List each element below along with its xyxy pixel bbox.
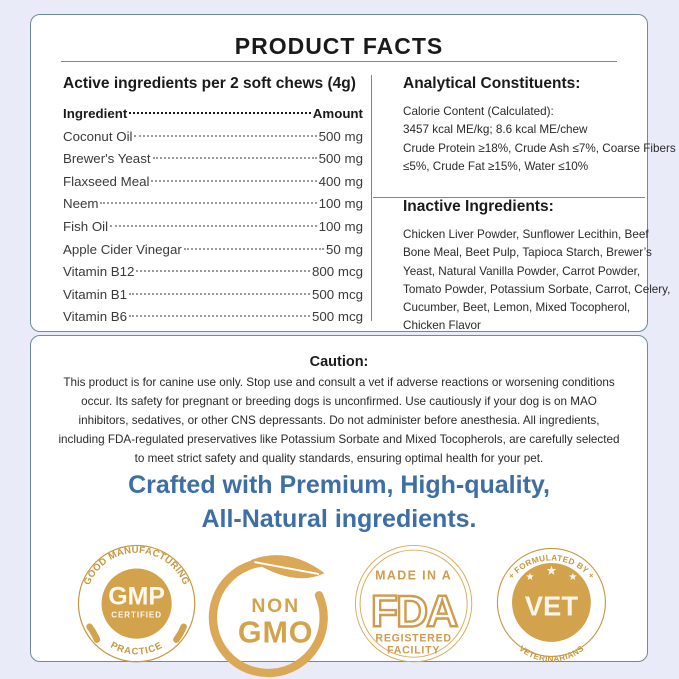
- svg-text:FACILITY: FACILITY: [387, 644, 440, 656]
- svg-text:PRACTICE: PRACTICE: [109, 640, 165, 658]
- svg-text:NON: NON: [251, 595, 300, 617]
- svg-text:CERTIFIED: CERTIFIED: [111, 610, 162, 619]
- svg-text:GMP: GMP: [108, 583, 165, 611]
- svg-text:VET: VET: [525, 590, 579, 621]
- svg-text:MADE IN A: MADE IN A: [375, 569, 452, 583]
- svg-text:FDA: FDA: [371, 588, 457, 637]
- svg-text:VETERINARIANS: VETERINARIANS: [517, 644, 586, 664]
- svg-text:GMO: GMO: [238, 615, 314, 649]
- svg-text:REGISTERED: REGISTERED: [375, 632, 451, 644]
